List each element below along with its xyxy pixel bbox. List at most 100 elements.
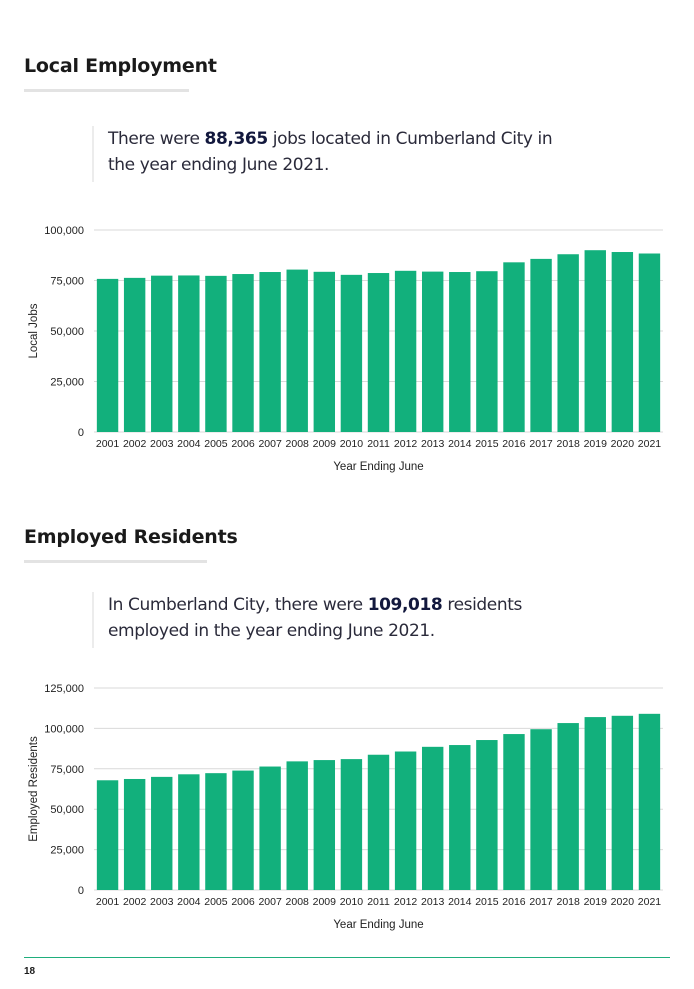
bar: [584, 717, 606, 890]
local-jobs-chart: 0 25,000 50,000 75,000 100,000 2001 2002 2003 20…: [0, 218, 694, 480]
bar: [503, 262, 525, 432]
bar: [232, 770, 254, 890]
bar: [421, 746, 444, 890]
bar: [151, 275, 173, 432]
x-tick-label: 2018: [556, 896, 580, 908]
y-tick-label: 0: [78, 885, 84, 897]
x-tick-label: 2012: [394, 438, 418, 450]
y-tick-label: 100,000: [44, 723, 84, 735]
x-tick-label: 2006: [231, 896, 255, 908]
x-tick-label: 2007: [258, 438, 282, 450]
footer-rule: [24, 957, 670, 958]
employed-residents-chart: 0 25,000 50,000 75,000 100,000 125,000 2001 200…: [0, 676, 694, 938]
callout-text: the year ending June 2021.: [108, 155, 330, 175]
x-axis-title: Year Ending June: [333, 919, 423, 931]
x-tick-label: 2021: [638, 896, 662, 908]
x-tick-label: 2007: [258, 896, 282, 908]
bar: [340, 274, 363, 432]
x-tick-label: 2010: [340, 438, 364, 450]
y-axis-title: Employed Residents: [28, 736, 40, 842]
x-tick-label: 2016: [502, 438, 526, 450]
x-tick-label: 2001: [96, 896, 120, 908]
x-tick-label: 2011: [367, 896, 390, 908]
x-tick-label: 2018: [556, 438, 580, 450]
x-tick-label: 2019: [584, 438, 608, 450]
x-tick-label: 2009: [313, 438, 337, 450]
x-tick-label: 2005: [204, 896, 228, 908]
x-tick-label: 2012: [394, 896, 418, 908]
x-tick-label: 2013: [421, 438, 445, 450]
bar: [205, 275, 227, 432]
x-tick-label: 2010: [340, 896, 364, 908]
y-tick-label: 75,000: [50, 276, 84, 288]
x-axis-title: Year Ending June: [333, 461, 423, 473]
x-tick-label: 2015: [475, 438, 499, 450]
x-tick-label: 2019: [584, 896, 608, 908]
bar: [96, 278, 119, 432]
x-tick-label: 2020: [611, 896, 635, 908]
y-tick-label: 25,000: [50, 377, 84, 389]
callout-highlight-value: 109,018: [367, 595, 443, 615]
bar: [530, 258, 552, 432]
bar: [123, 277, 146, 432]
bar: [313, 760, 336, 890]
y-tick-label: 0: [78, 427, 84, 439]
x-tick-label: 2021: [638, 438, 662, 450]
callout-text: employed in the year ending June 2021.: [108, 621, 435, 641]
bar: [178, 275, 200, 432]
y-axis-title: Local Jobs: [28, 303, 40, 358]
bar: [313, 271, 336, 432]
bar: [557, 723, 579, 890]
bar: [286, 761, 308, 890]
section-title-underline: [24, 89, 189, 92]
bar: [638, 253, 661, 432]
x-tick-label: 2017: [529, 438, 553, 450]
y-tick-label: 75,000: [50, 764, 84, 776]
x-tick-label: 2001: [96, 438, 120, 450]
callout-text: In Cumberland City, there were: [108, 595, 368, 615]
x-tick-label: 2015: [475, 896, 499, 908]
x-tick-label: 2004: [177, 438, 201, 450]
bar: [96, 780, 119, 890]
bar: [232, 274, 254, 432]
y-tick-label: 100,000: [44, 225, 84, 237]
x-tick-label: 2017: [529, 896, 553, 908]
callout-text: residents: [442, 595, 522, 615]
bar: [421, 271, 444, 432]
section-title-underline: [24, 560, 207, 563]
y-tick-label: 50,000: [50, 804, 84, 816]
bar: [259, 272, 281, 432]
bar: [449, 745, 471, 890]
x-tick-label: 2002: [123, 896, 147, 908]
bar: [449, 272, 471, 432]
bar: [205, 773, 227, 890]
x-tick-label: 2005: [204, 438, 228, 450]
callout-local-jobs: There were 88,365 jobs located in Cumber…: [92, 126, 553, 182]
bar: [503, 734, 525, 890]
bar: [340, 759, 363, 890]
callout-employed-residents: In Cumberland City, there were 109,018 r…: [92, 592, 522, 648]
bar: [530, 729, 552, 890]
y-tick-label: 125,000: [44, 683, 84, 695]
x-tick-label: 2009: [313, 896, 337, 908]
bar: [178, 774, 200, 890]
x-tick-label: 2006: [231, 438, 255, 450]
section-title-employed-residents: Employed Residents: [24, 526, 238, 548]
page-number: 18: [24, 966, 36, 977]
x-tick-label: 2003: [150, 896, 174, 908]
bar: [394, 751, 417, 890]
x-tick-label: 2020: [611, 438, 635, 450]
x-tick-label: 2002: [123, 438, 147, 450]
bar: [259, 766, 281, 890]
bar: [611, 252, 634, 432]
bar: [638, 713, 661, 890]
x-tick-label: 2003: [150, 438, 174, 450]
x-tick-label: 2014: [448, 438, 472, 450]
bar: [123, 778, 146, 890]
x-tick-label: 2014: [448, 896, 472, 908]
bar: [476, 271, 498, 432]
x-tick-label: 2004: [177, 896, 201, 908]
bar: [584, 250, 606, 432]
callout-text: jobs located in Cumberland City in: [267, 129, 553, 149]
